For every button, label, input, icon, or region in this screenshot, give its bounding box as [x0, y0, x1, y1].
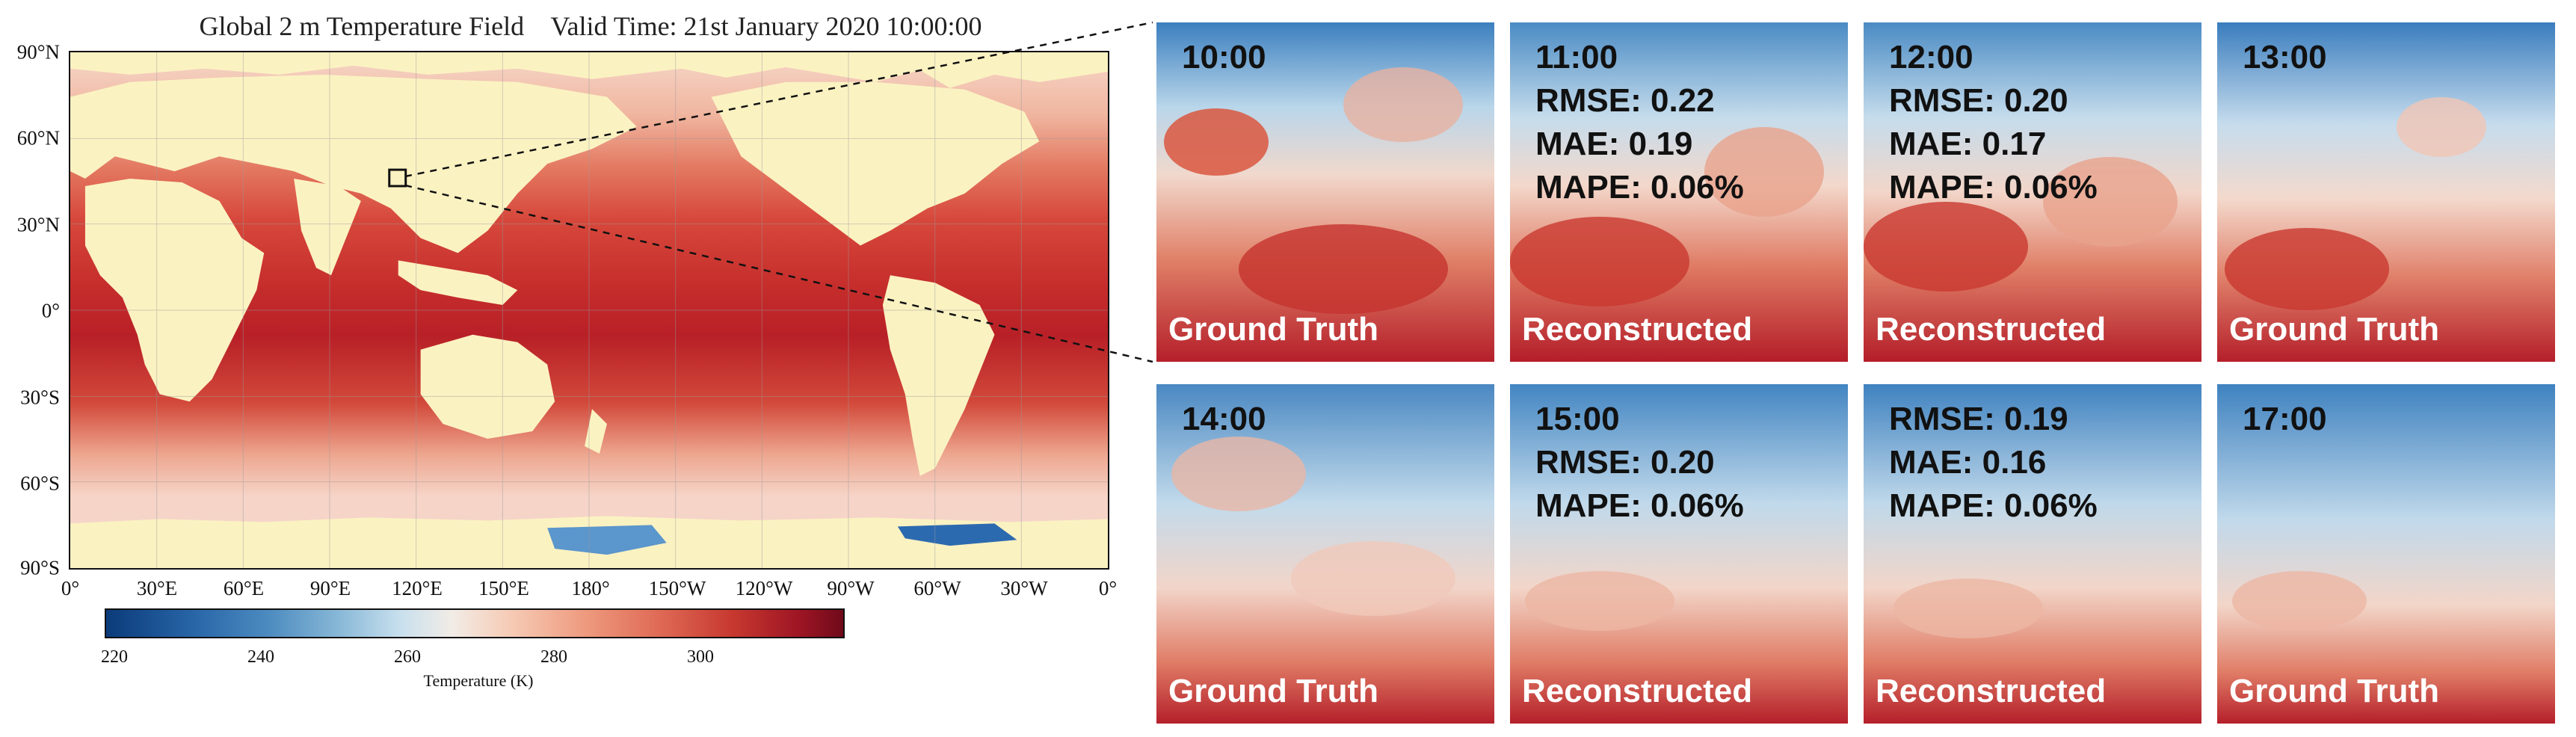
lon-label-150e: 150°E — [478, 577, 529, 599]
tile-caption: Reconstructed — [1522, 673, 1753, 709]
tile-metric-mae: MAE: 0.16 — [1889, 444, 2047, 481]
lon-label-60e: 60°E — [223, 577, 265, 599]
lon-label-30e: 30°E — [136, 577, 178, 599]
lon-label-0-right: 0° — [1098, 577, 1118, 599]
colorbar-tick-220: 220 — [101, 647, 128, 667]
lon-label-30w: 30°W — [1000, 577, 1048, 599]
tile-heatmap — [2217, 384, 2555, 724]
tile-metric-rmse: RMSE: 0.19 — [1889, 401, 2068, 437]
colorbar-tick-240: 240 — [247, 647, 274, 667]
tile-heatmap — [1510, 22, 1848, 362]
tile-heatmap — [1864, 22, 2201, 362]
tile-heatmap — [1510, 384, 1848, 724]
lon-label-90w: 90°W — [827, 577, 875, 599]
tile-11-00: 11:00 RMSE: 0.22 MAE: 0.19 MAPE: 0.06% R… — [1510, 22, 1848, 362]
colorbar-tick-260: 260 — [394, 647, 421, 667]
region-box — [388, 168, 407, 188]
tile-metric-rmse: RMSE: 0.20 — [1535, 444, 1715, 481]
antarctic-ice-left — [547, 525, 667, 555]
global-temperature-map — [69, 51, 1109, 570]
lon-label-90e: 90°E — [309, 577, 351, 599]
lat-label-0: 0° — [41, 299, 60, 322]
tile-time: 12:00 — [1889, 39, 1973, 75]
colorbar-label: Temperature (K) — [423, 671, 534, 690]
lat-label-30n: 30°N — [16, 213, 60, 236]
tile-17-00: 17:00 Ground Truth — [2217, 384, 2555, 724]
india — [294, 179, 361, 276]
africa — [84, 179, 265, 402]
tile-time: 10:00 — [1182, 39, 1266, 75]
tile-caption: Ground Truth — [2229, 311, 2440, 348]
lon-label-0-left: 0° — [61, 577, 80, 599]
colorbar-tick-280: 280 — [540, 647, 567, 667]
lat-label-60s: 60°S — [20, 472, 60, 495]
tile-time: 11:00 — [1535, 39, 1618, 75]
tile-13-00: 13:00 Ground Truth — [2217, 22, 2555, 362]
antarctic-ice-right — [897, 523, 1017, 546]
tile-heatmap — [1156, 22, 1494, 362]
temperature-colorbar — [105, 608, 845, 638]
colorbar-tick-300: 300 — [687, 647, 714, 667]
tile-caption: Ground Truth — [1168, 673, 1379, 709]
tile-time: 15:00 — [1535, 401, 1620, 437]
tile-caption: Ground Truth — [1168, 311, 1379, 348]
new-zealand — [585, 409, 607, 454]
tile-metric-rmse: RMSE: 0.20 — [1889, 82, 2068, 119]
tile-caption: Reconstructed — [1522, 311, 1753, 348]
tile-time: 13:00 — [2243, 39, 2327, 75]
lon-label-60w: 60°W — [913, 577, 961, 599]
tile-metric-mape: MAPE: 0.06% — [1889, 487, 2098, 524]
tile-caption: Ground Truth — [2229, 673, 2440, 709]
tile-15-00: 15:00 RMSE: 0.20 MAPE: 0.06% Reconstruct… — [1510, 384, 1848, 724]
tile-caption: Reconstructed — [1876, 311, 2107, 348]
tile-16-00: RMSE: 0.19 MAE: 0.16 MAPE: 0.06% Reconst… — [1864, 384, 2201, 724]
map-graphic — [70, 52, 1108, 568]
lon-label-180: 180° — [571, 577, 610, 599]
lon-label-150w: 150°W — [648, 577, 706, 599]
tile-time: 17:00 — [2243, 401, 2327, 437]
tile-metric-mae: MAE: 0.19 — [1535, 126, 1693, 162]
tile-metric-mae: MAE: 0.17 — [1889, 126, 2047, 162]
map-title: Global 2 m Temperature Field Valid Time:… — [199, 11, 982, 41]
tile-10-00: 10:00 Ground Truth — [1156, 22, 1494, 362]
tile-heatmap — [2217, 22, 2555, 362]
tile-time: 14:00 — [1182, 401, 1266, 437]
tile-heatmap — [1156, 384, 1494, 724]
lat-label-90n: 90°N — [16, 40, 60, 64]
lat-label-90s: 90°S — [20, 556, 60, 579]
tile-12-00: 12:00 RMSE: 0.20 MAE: 0.17 MAPE: 0.06% R… — [1864, 22, 2201, 362]
tile-heatmap — [1864, 384, 2201, 724]
tile-caption: Reconstructed — [1876, 673, 2107, 709]
tile-metric-mape: MAPE: 0.06% — [1889, 169, 2098, 206]
lat-label-30s: 30°S — [20, 386, 60, 409]
lon-label-120e: 120°E — [392, 577, 443, 599]
lon-label-120w: 120°W — [735, 577, 793, 599]
lat-label-60n: 60°N — [16, 126, 60, 149]
tile-metric-mape: MAPE: 0.06% — [1535, 169, 1744, 206]
tile-metric-mape: MAPE: 0.06% — [1535, 487, 1744, 524]
tile-metric-rmse: RMSE: 0.22 — [1535, 82, 1715, 119]
tile-14-00: 14:00 Ground Truth — [1156, 384, 1494, 724]
